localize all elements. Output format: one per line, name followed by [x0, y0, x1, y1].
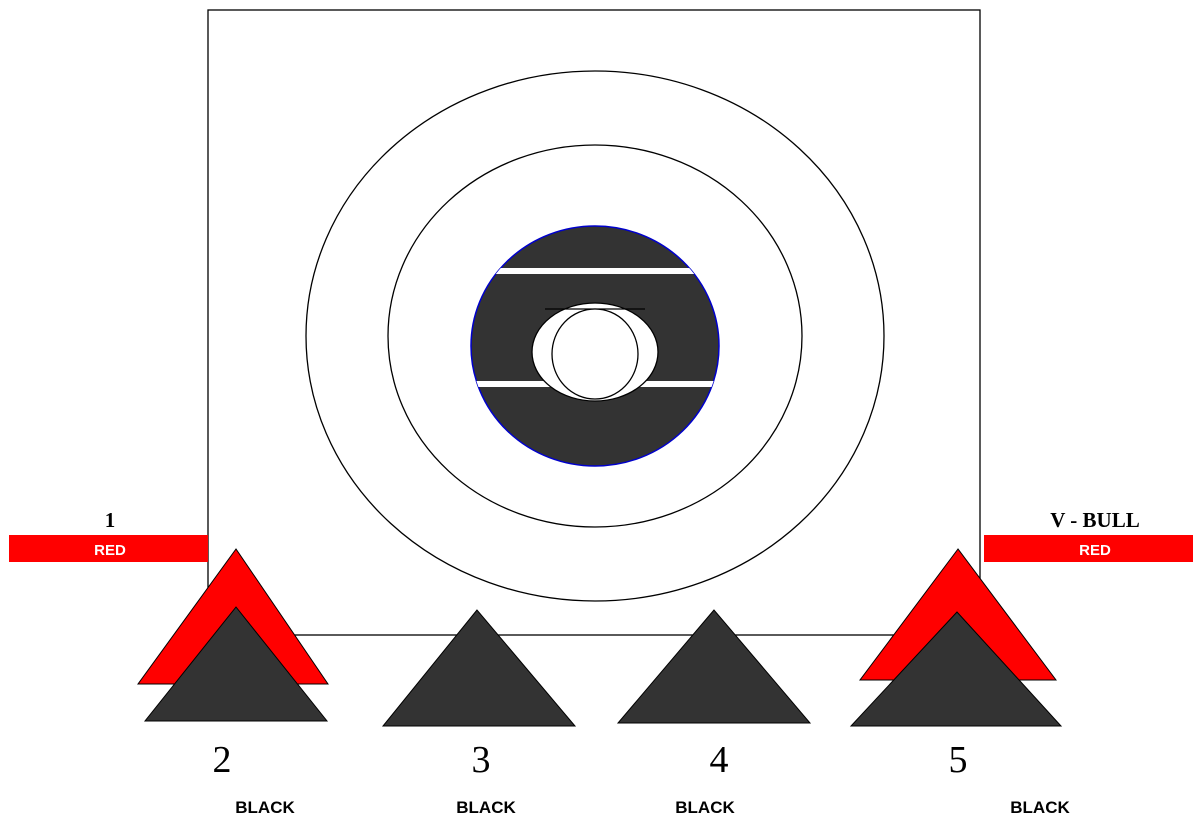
black-triangle-2	[143, 606, 329, 722]
bull-stripe-upper	[471, 268, 719, 274]
marker-color-label-4: BLACK	[675, 798, 735, 816]
marker-color-label-3: BLACK	[456, 798, 516, 816]
marker-number-2: 2	[213, 739, 232, 781]
marker-number-5: 5	[949, 739, 968, 781]
black-triangle-3	[381, 609, 577, 727]
right-red-bar	[984, 535, 1193, 562]
left-marker-number: 1	[105, 508, 116, 532]
middle-ring	[387, 144, 803, 528]
left-marker-color-label: RED	[94, 542, 126, 559]
marker-number-4: 4	[710, 739, 729, 781]
marker-color-label-5: BLACK	[1010, 798, 1070, 816]
right-marker-color-label: RED	[1079, 542, 1111, 559]
marker-color-label-2: BLACK	[235, 798, 295, 816]
black-triangle-5	[849, 611, 1063, 727]
black-triangle-4	[616, 609, 812, 724]
left-red-bar	[9, 535, 208, 562]
v-bull	[551, 308, 639, 400]
right-marker-title: V - BULL	[1050, 508, 1139, 532]
marker-number-3: 3	[472, 739, 491, 781]
outer-ring	[305, 70, 885, 602]
